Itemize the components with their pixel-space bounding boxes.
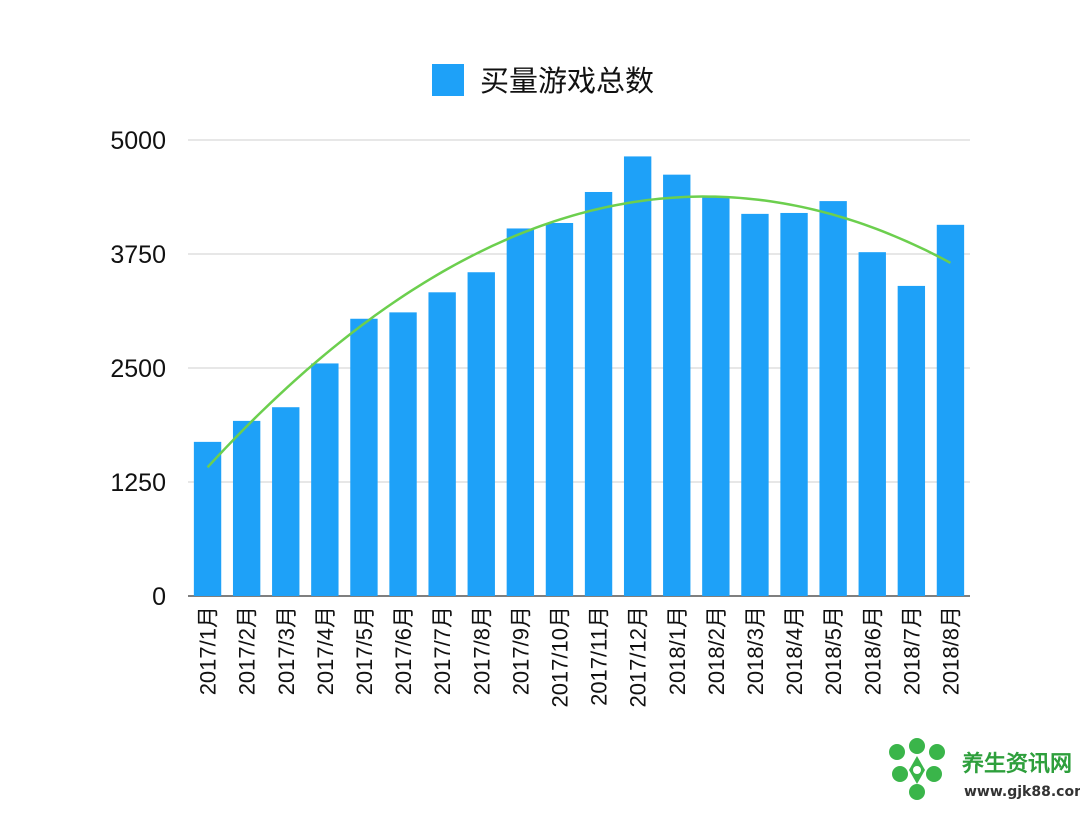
- bar: [467, 272, 495, 596]
- bar: [623, 156, 652, 596]
- bar: [858, 252, 886, 596]
- legend-label: 买量游戏总数: [480, 64, 654, 98]
- x-tick-label: 2017/2月: [235, 606, 260, 695]
- bar: [936, 224, 965, 597]
- y-tick-label: 1250: [110, 469, 166, 497]
- y-tick-label: 2500: [110, 355, 166, 383]
- x-tick-label: 2018/1月: [665, 606, 690, 695]
- x-tick-label: 2017/11月: [587, 606, 612, 706]
- x-tick-label: 2018/4月: [782, 606, 807, 695]
- x-tick-label: 2018/8月: [938, 606, 963, 695]
- x-tick-label: 2017/7月: [430, 606, 455, 695]
- y-tick-label: 3750: [110, 241, 166, 269]
- bar: [506, 228, 535, 597]
- trendline: [206, 195, 952, 469]
- bar: [193, 441, 222, 596]
- bar: [389, 312, 417, 596]
- bar: [741, 213, 769, 596]
- watermark-logo-icon: [889, 738, 945, 800]
- y-tick-label: 5000: [110, 127, 166, 155]
- x-tick-label: 2017/9月: [508, 606, 533, 695]
- x-tick-label: 2017/3月: [274, 606, 299, 695]
- bar: [545, 222, 574, 596]
- bar: [350, 318, 378, 596]
- bar: [780, 212, 808, 596]
- x-tick-label: 2017/10月: [547, 606, 572, 708]
- x-tick-label: 2017/6月: [391, 606, 416, 695]
- bar: [702, 196, 730, 596]
- x-tick-label: 2017/5月: [352, 606, 377, 695]
- bar: [663, 174, 691, 596]
- watermark-name: 养生资讯网: [961, 751, 1072, 777]
- x-tick-label: 2017/1月: [196, 606, 221, 695]
- trendline-group: [206, 195, 952, 469]
- bars: [193, 156, 965, 597]
- x-tick-label: 2017/12月: [626, 606, 651, 708]
- bar: [272, 407, 300, 596]
- bar: [819, 201, 847, 596]
- x-tick-label: 2017/8月: [469, 606, 494, 695]
- legend: 买量游戏总数: [432, 64, 654, 98]
- x-tick-label: 2018/2月: [704, 606, 729, 695]
- y-tick-label: 0: [152, 583, 166, 611]
- x-tick-label: 2018/3月: [743, 606, 768, 695]
- x-tick-label: 2018/7月: [899, 606, 924, 695]
- x-tick-label: 2017/4月: [313, 606, 338, 695]
- x-axis-ticks: 2017/1月 2017/2月 2017/3月 2017/4月 2017/5月 2017/…: [196, 606, 964, 708]
- y-axis-ticks: 0 1250 2500 3750 5000: [110, 127, 166, 611]
- bar: [311, 363, 339, 596]
- bar: [232, 420, 261, 596]
- bar: [584, 191, 613, 596]
- x-tick-label: 2018/5月: [821, 606, 846, 695]
- watermark: 养生资讯网 www.gjk88.com: [889, 738, 1080, 800]
- bar: [897, 285, 926, 596]
- x-tick-label: 2018/6月: [860, 606, 885, 695]
- watermark-url: www.gjk88.com: [964, 784, 1080, 800]
- gridlines: [188, 139, 970, 597]
- bar: [428, 292, 456, 596]
- legend-swatch: [432, 64, 464, 96]
